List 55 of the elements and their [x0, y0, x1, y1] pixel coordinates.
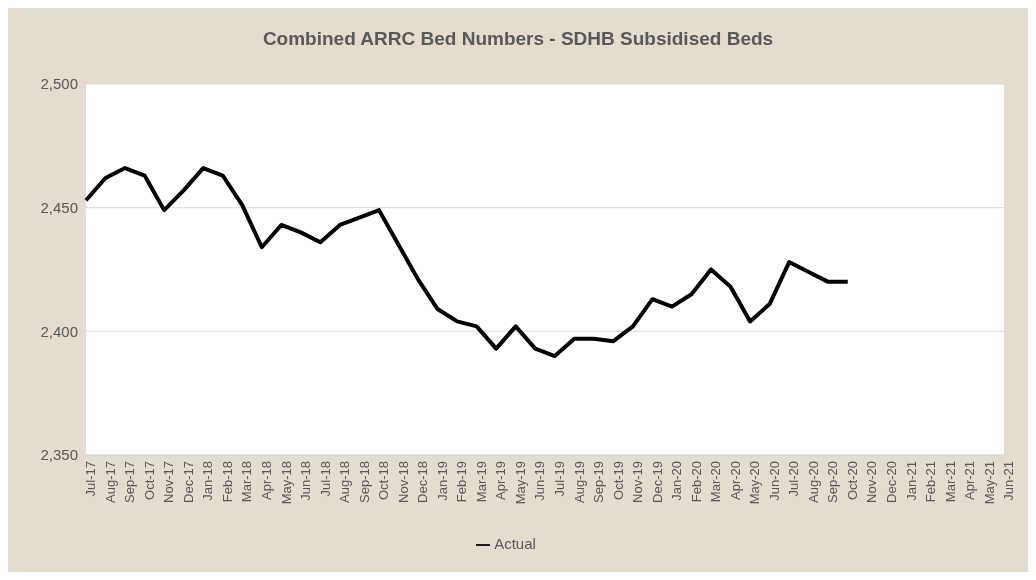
- x-tick-label: Oct-20: [844, 460, 860, 500]
- x-tick-label: Jan-18: [200, 460, 216, 501]
- x-tick-label: Jan-20: [669, 460, 685, 501]
- x-tick-label: Oct-17: [141, 460, 157, 500]
- x-tick-label: Jul-19: [552, 460, 567, 497]
- x-tick-label: May-18: [278, 460, 294, 505]
- x-tick-label: Sep-20: [825, 460, 841, 503]
- x-tick-label: Jan-19: [434, 460, 450, 501]
- x-tick-label: Apr-20: [727, 460, 743, 500]
- x-tick-label: Aug-18: [337, 460, 353, 503]
- y-tick-label: 2,350: [40, 446, 78, 464]
- x-tick-label: Dec-17: [180, 460, 196, 503]
- x-tick-label: May-21: [981, 460, 997, 505]
- x-tick-label: Mar-21: [942, 460, 958, 503]
- x-tick-label: Jul-18: [317, 460, 333, 497]
- x-tick-label: Nov-19: [630, 460, 646, 503]
- y-tick-label: 2,500: [40, 75, 78, 93]
- x-tick-label: Aug-19: [571, 460, 587, 503]
- x-tick-label: Sep-19: [591, 460, 607, 503]
- x-tick-label: Dec-18: [415, 460, 431, 503]
- x-tick-label: Oct-19: [610, 460, 626, 500]
- x-tick-label: Nov-17: [161, 460, 177, 503]
- x-tick-label: Nov-20: [864, 460, 880, 503]
- x-tick-label: Feb-21: [923, 460, 939, 503]
- x-tick-label: Oct-18: [376, 460, 392, 500]
- x-tick-label: Feb-20: [688, 460, 704, 503]
- line-series: [84, 166, 850, 359]
- x-tick-label: Feb-18: [219, 460, 235, 503]
- x-tick-label: Aug-17: [102, 460, 118, 503]
- x-tick-label: Jun-19: [532, 460, 548, 501]
- x-tick-label: Feb-19: [454, 460, 470, 503]
- y-tick-label: 2,450: [40, 198, 78, 216]
- x-tick-label: Jun-20: [766, 460, 782, 501]
- x-tick-label: Sep-18: [356, 460, 372, 503]
- x-tick-label: Mar-18: [239, 460, 255, 503]
- x-tick-label: Apr-18: [259, 460, 275, 500]
- x-tick-label: Sep-17: [122, 460, 138, 503]
- chart-title: Combined ARRC Bed Numbers - SDHB Subsidised Beds: [261, 28, 775, 50]
- x-tick-label: Apr-19: [493, 460, 509, 500]
- x-tick-label: Jun-18: [298, 460, 314, 501]
- x-tick-label: Jan-21: [903, 460, 919, 501]
- x-tick-label: Apr-21: [962, 460, 978, 500]
- x-tick-label: Jul-17: [83, 460, 99, 497]
- y-tick-label: 2,400: [40, 322, 78, 340]
- x-tick-label: May-20: [747, 460, 763, 505]
- x-tick-label: Aug-20: [805, 460, 821, 503]
- x-tick-label: Dec-20: [884, 460, 900, 503]
- x-tick-label: Mar-19: [473, 460, 489, 503]
- legend-label: Actual: [494, 534, 536, 552]
- x-tick-label: Jun-21: [1001, 460, 1017, 501]
- x-tick-label: May-19: [512, 460, 528, 505]
- x-tick-label: Mar-20: [708, 460, 724, 503]
- x-tick-label: Nov-18: [395, 460, 411, 503]
- x-tick-label: Dec-19: [649, 460, 665, 503]
- x-tick-label: Jul-20: [786, 460, 802, 497]
